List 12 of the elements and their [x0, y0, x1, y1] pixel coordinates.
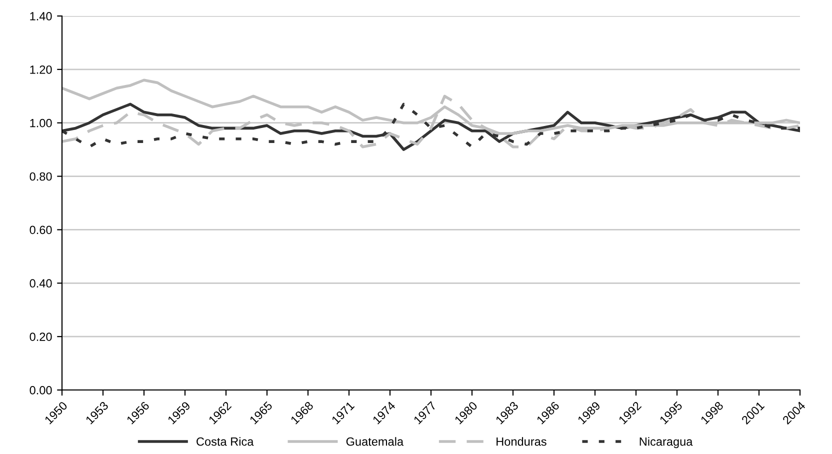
legend-label: Costa Rica	[196, 437, 254, 446]
y-tick-label: 0.40	[30, 279, 52, 288]
y-tick-label: 0.00	[30, 386, 52, 394]
y-tick-label: 0.80	[30, 172, 52, 181]
y-tick-label: 1.20	[30, 65, 52, 74]
y-tick-label: 1.00	[30, 118, 52, 128]
y-tick-label: 0.60	[30, 226, 52, 234]
legend-label: Nicaragua	[640, 437, 693, 448]
legend-label: Guatemala	[346, 437, 404, 446]
y-tick-label: 1.40	[30, 12, 52, 20]
y-tick-label: 0.20	[30, 332, 52, 341]
legend-label: Honduras	[496, 437, 546, 446]
